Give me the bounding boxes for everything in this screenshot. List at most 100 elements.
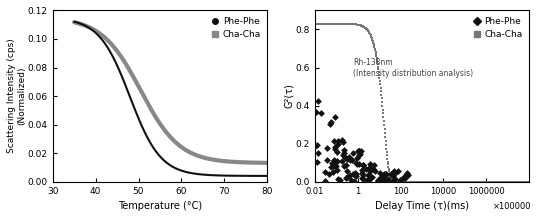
Point [370,169,379,173]
Point [350,172,359,175]
Point [338,159,346,163]
Point [341,164,350,167]
Point [362,167,370,171]
Point [352,174,360,177]
Point [359,173,367,177]
Point [365,168,374,171]
Point [393,169,402,172]
Point [370,164,379,167]
Point [369,168,377,171]
Point [343,157,351,160]
Point [331,147,339,150]
Point [336,178,344,182]
Point [355,149,363,153]
Point [364,173,373,177]
Point [358,177,367,180]
Point [317,111,325,114]
Point [339,153,348,157]
Point [339,148,348,152]
Point [357,171,366,175]
Point [391,171,400,174]
Legend: Phe-Phe, Cha-Cha: Phe-Phe, Cha-Cha [472,15,525,41]
Point [381,172,390,175]
Point [355,162,363,165]
Text: ×100000: ×100000 [493,202,532,211]
Point [369,167,378,171]
Point [365,166,373,170]
Point [352,162,361,166]
Point [327,120,335,124]
Legend: Phe-Phe, Cha-Cha: Phe-Phe, Cha-Cha [210,15,263,41]
Point [364,174,372,177]
Point [339,151,348,155]
Point [402,172,411,175]
Point [358,168,366,172]
Y-axis label: Scattering Intensity (cps)
(Normalized): Scattering Intensity (cps) (Normalized) [7,39,26,153]
Point [381,172,390,176]
Point [377,178,385,182]
Point [366,162,374,166]
Point [338,139,346,142]
Point [357,176,366,179]
Point [380,172,389,175]
Point [390,177,399,181]
Point [398,178,406,181]
Point [396,178,405,181]
Point [384,180,392,183]
Point [322,146,331,149]
Point [334,140,343,143]
Point [314,151,323,155]
Point [321,170,329,174]
Point [321,179,329,183]
Point [333,159,342,162]
Point [376,171,384,175]
Point [353,157,362,160]
Point [346,179,355,182]
Point [328,170,337,174]
Y-axis label: G²(τ): G²(τ) [284,84,294,109]
Point [374,178,383,182]
Point [324,172,333,175]
Point [350,179,358,183]
Point [352,172,360,176]
Point [343,169,351,172]
Point [401,177,409,180]
Point [374,180,383,183]
Point [329,163,338,167]
Point [404,173,412,177]
Point [313,160,322,164]
Point [349,172,357,175]
Point [384,177,392,180]
Point [325,123,334,126]
Point [331,115,339,119]
X-axis label: Temperature (°C): Temperature (°C) [118,201,202,211]
Point [343,175,352,179]
Point [341,155,350,159]
Point [388,174,397,178]
Point [379,172,388,176]
Point [330,139,338,143]
Point [312,110,320,113]
Point [332,168,341,172]
Point [328,161,337,165]
Point [314,99,322,103]
Point [379,173,388,177]
Point [381,179,390,182]
Point [387,173,395,176]
Point [365,169,374,173]
Point [340,165,349,168]
Point [352,162,360,165]
Point [327,165,336,169]
Point [377,176,386,180]
Point [346,158,355,162]
Point [377,176,386,179]
Point [348,151,357,155]
Text: Rh-138nm
(Intensity distribution analysis): Rh-138nm (Intensity distribution analysi… [353,58,473,78]
Point [401,174,409,178]
Point [377,177,385,181]
Point [390,170,399,173]
Point [378,177,386,181]
Point [400,175,409,179]
Point [323,159,331,162]
Point [329,158,338,162]
